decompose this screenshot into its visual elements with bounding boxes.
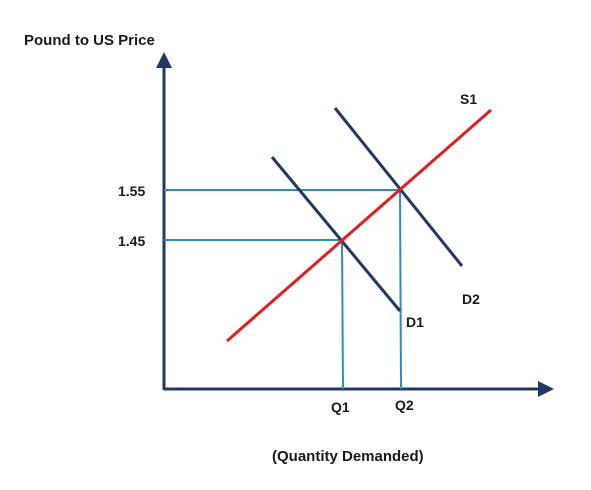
demand-curve-d2-label: D2 <box>462 291 480 307</box>
x-axis-arrow-icon <box>538 381 554 397</box>
y-tick-label-1-45: 1.45 <box>118 233 145 249</box>
x-tick-label-q2: Q2 <box>395 397 414 413</box>
x-tick-label-q1: Q1 <box>331 399 350 415</box>
guide-vertical-q2 <box>399 189 402 390</box>
guide-vertical-q1 <box>341 239 344 390</box>
y-axis-label: Pound to US Price <box>24 32 155 49</box>
y-axis-arrow-icon <box>156 52 172 68</box>
demand-curve-d2 <box>333 107 464 267</box>
y-tick-label-1-55: 1.55 <box>118 183 145 199</box>
demand-curve-d1-label: D1 <box>406 314 424 330</box>
demand-curve-d1 <box>270 156 402 312</box>
supply-curve-label: S1 <box>460 91 477 107</box>
supply-curve-s1 <box>226 108 492 343</box>
x-axis-label: (Quantity Demanded) <box>272 448 424 465</box>
